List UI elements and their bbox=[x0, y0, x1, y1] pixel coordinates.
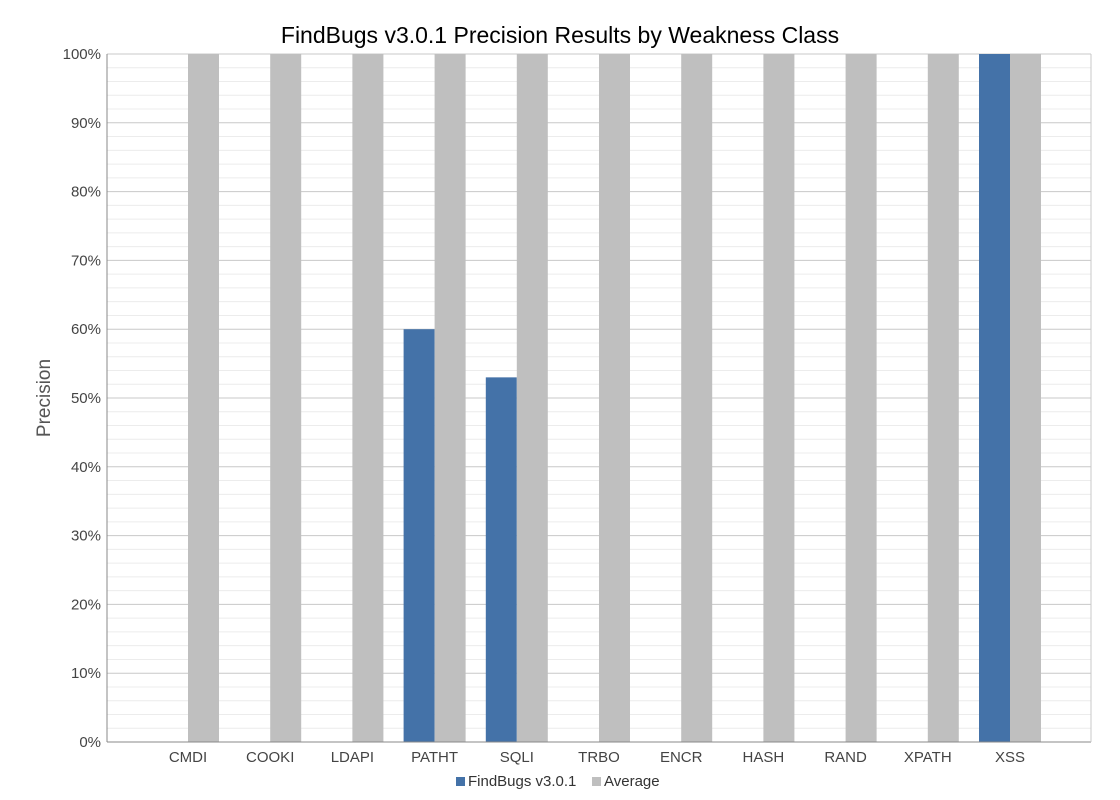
y-tick-label: 70% bbox=[71, 252, 101, 269]
y-tick-label: 50% bbox=[71, 390, 101, 407]
y-tick-label: 100% bbox=[63, 46, 101, 63]
y-tick-label: 40% bbox=[71, 459, 101, 476]
legend: FindBugs v3.0.1 Average bbox=[456, 773, 660, 790]
x-tick-label: TRBO bbox=[578, 749, 620, 766]
y-tick-label: 0% bbox=[79, 734, 101, 751]
bar-average-cmdi bbox=[188, 54, 219, 742]
y-tick-label: 90% bbox=[71, 115, 101, 132]
y-tick-label: 20% bbox=[71, 596, 101, 613]
bars-layer bbox=[188, 54, 1041, 742]
legend-swatch-findbugs bbox=[456, 777, 465, 786]
x-tick-label: PATHT bbox=[411, 749, 458, 766]
y-tick-label: 30% bbox=[71, 528, 101, 545]
bar-average-hash bbox=[763, 54, 795, 742]
x-tick-label: CMDI bbox=[169, 749, 207, 766]
legend-label-findbugs: FindBugs v3.0.1 bbox=[468, 773, 576, 790]
legend-swatch-average bbox=[592, 777, 601, 786]
axes-layer bbox=[106, 54, 1092, 743]
y-tick-label: 80% bbox=[71, 184, 101, 201]
x-tick-label: RAND bbox=[824, 749, 867, 766]
bar-average-sqli bbox=[516, 54, 548, 742]
bar-average-patht bbox=[434, 54, 466, 742]
ticks-layer: 0% 10% 20% 30% 40% 50% 60% 70% 80% 90% 100% CMDI COO… bbox=[63, 46, 1025, 766]
x-tick-label: SQLI bbox=[500, 749, 534, 766]
bar-average-ldapi bbox=[352, 54, 384, 742]
x-tick-label: LDAPI bbox=[331, 749, 374, 766]
bar-findbugs-sqli bbox=[485, 377, 517, 742]
bar-average-encr bbox=[681, 54, 713, 742]
legend-label-average: Average bbox=[604, 773, 660, 790]
y-tick-label: 60% bbox=[71, 321, 101, 338]
x-tick-label: XSS bbox=[995, 749, 1025, 766]
x-tick-label: XPATH bbox=[904, 749, 952, 766]
bar-average-xpath bbox=[927, 54, 959, 742]
bar-findbugs-patht bbox=[403, 329, 435, 742]
bar-average-rand bbox=[845, 54, 877, 742]
bar-average-trbo bbox=[599, 54, 630, 742]
y-tick-label: 10% bbox=[71, 665, 101, 682]
x-tick-label: ENCR bbox=[660, 749, 703, 766]
y-axis-label: Precision bbox=[34, 359, 55, 437]
bar-findbugs-xss bbox=[979, 54, 1010, 742]
x-tick-label: HASH bbox=[743, 749, 785, 766]
bar-average-cooki bbox=[270, 54, 302, 742]
bar-average-xss bbox=[1010, 54, 1041, 742]
chart-title: FindBugs v3.0.1 Precision Results by Wea… bbox=[281, 22, 839, 48]
x-tick-label: COOKI bbox=[246, 749, 294, 766]
